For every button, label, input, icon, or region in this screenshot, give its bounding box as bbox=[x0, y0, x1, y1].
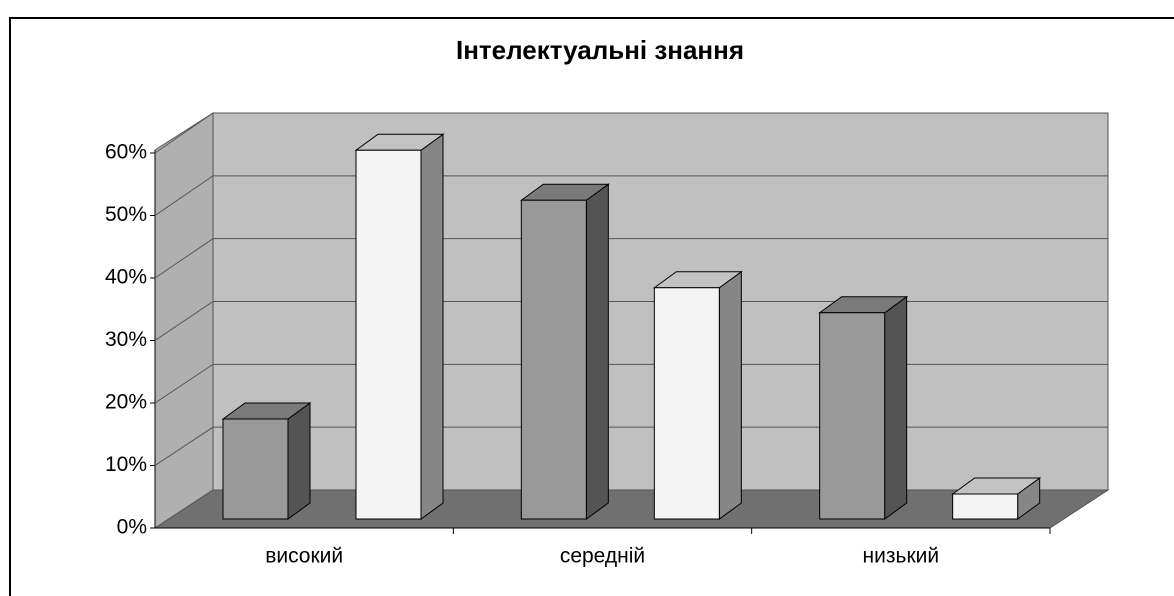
chart-title: Інтелектуальні знання bbox=[456, 35, 744, 65]
y-tick-label: 20% bbox=[105, 391, 147, 414]
y-tick-label: 40% bbox=[105, 266, 147, 289]
bar-front bbox=[355, 149, 422, 520]
x-tick-label: середній bbox=[560, 545, 645, 568]
bar-side bbox=[585, 183, 609, 520]
x-tick-label: високий bbox=[265, 545, 343, 568]
bar-front bbox=[952, 493, 1019, 520]
y-tick-label: 10% bbox=[105, 453, 147, 476]
grid-line bbox=[154, 238, 1108, 279]
grid-line bbox=[154, 112, 1108, 154]
bar-side bbox=[420, 133, 444, 520]
bar bbox=[818, 295, 909, 520]
bar-front bbox=[653, 287, 720, 520]
grid-line bbox=[154, 363, 1108, 404]
bar-front bbox=[222, 418, 289, 520]
y-tick-label: 60% bbox=[105, 141, 147, 164]
bar-front bbox=[819, 312, 886, 520]
grid-line bbox=[154, 175, 1108, 216]
bar bbox=[652, 270, 743, 520]
bar bbox=[221, 402, 312, 520]
bar-side bbox=[884, 295, 908, 520]
x-tick-label: низький bbox=[863, 545, 940, 568]
bar bbox=[519, 183, 610, 520]
grid-line bbox=[154, 301, 1108, 341]
y-tick-label: 30% bbox=[105, 328, 147, 351]
bar-front bbox=[520, 199, 587, 520]
bar bbox=[354, 133, 445, 520]
bar-side bbox=[287, 402, 311, 520]
bar-side bbox=[718, 270, 742, 520]
bar bbox=[951, 477, 1042, 520]
y-tick-label: 0% bbox=[117, 516, 147, 539]
y-tick-label: 50% bbox=[105, 203, 147, 226]
grid-line bbox=[154, 426, 1108, 466]
